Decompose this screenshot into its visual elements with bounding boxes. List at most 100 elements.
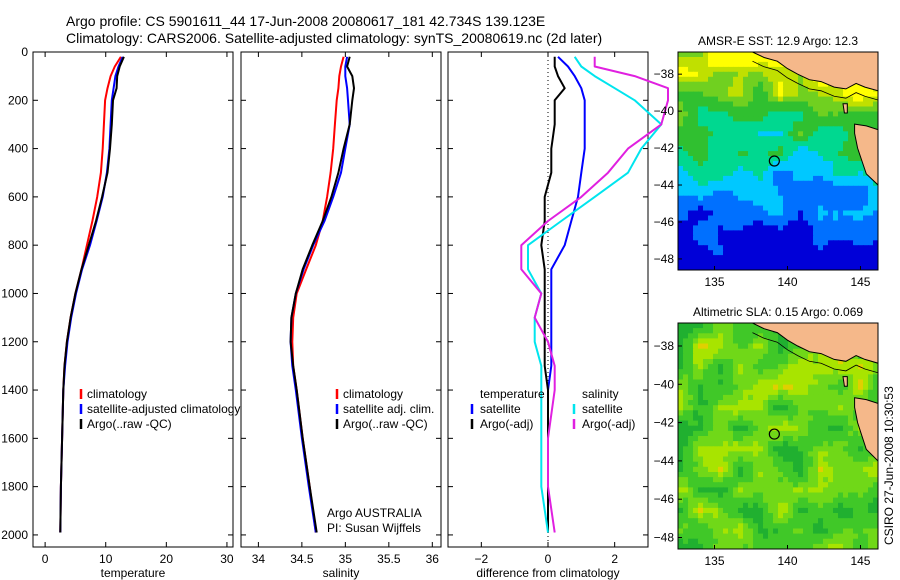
- map-cell: [743, 131, 749, 137]
- map-cell: [708, 451, 714, 458]
- map-cell: [743, 405, 749, 411]
- map-cell: [753, 513, 759, 519]
- map-cell: [698, 190, 704, 197]
- map-cell: [798, 492, 804, 499]
- map-cell: [848, 131, 854, 137]
- map-cell: [748, 513, 754, 519]
- land-mainland: [750, 323, 878, 364]
- map-cell: [693, 166, 699, 172]
- map-cell: [773, 472, 779, 478]
- map-cell: [818, 96, 824, 103]
- map-cell: [728, 364, 734, 370]
- map-cell: [723, 131, 729, 137]
- map-cell: [788, 161, 794, 167]
- map-cell: [808, 466, 814, 473]
- map-cell: [773, 255, 779, 261]
- map-cell: [783, 543, 789, 549]
- map-cell: [683, 225, 689, 231]
- map-cell: [788, 533, 794, 540]
- map-cell: [733, 543, 739, 549]
- map-cell: [808, 405, 814, 411]
- map-cell: [798, 131, 804, 137]
- map-cell: [733, 161, 739, 167]
- x-tick-label: 34: [252, 552, 266, 566]
- map-cell: [848, 230, 854, 236]
- map-cell: [853, 477, 859, 483]
- map-cell: [848, 359, 854, 365]
- map-cell: [738, 441, 744, 447]
- map-cell: [678, 245, 684, 251]
- map-cell: [678, 482, 684, 488]
- map-cell: [683, 106, 689, 113]
- map-cell: [758, 260, 764, 266]
- series-line-black: [289, 56, 355, 533]
- map-cell: [758, 425, 764, 432]
- map-cell: [728, 225, 734, 231]
- map-cell: [688, 260, 694, 266]
- map-cell: [753, 343, 759, 350]
- map-cell: [758, 141, 764, 147]
- map-cell: [803, 146, 809, 152]
- map-cell: [848, 210, 854, 217]
- map-cell: [798, 91, 804, 98]
- map-cell: [813, 131, 819, 137]
- map-cell: [698, 101, 704, 108]
- map-cell: [798, 175, 804, 182]
- map-cell: [703, 359, 709, 365]
- map-cell: [713, 333, 719, 339]
- map-cell: [723, 86, 729, 93]
- map-cell: [813, 96, 819, 103]
- map-cell: [778, 430, 784, 437]
- map-cell: [843, 215, 849, 222]
- map-cell: [778, 364, 784, 370]
- map-cell: [823, 487, 829, 494]
- map-cell: [798, 180, 804, 187]
- map-cell: [738, 156, 744, 162]
- map-cell: [818, 513, 824, 519]
- map-cell: [828, 166, 834, 172]
- map-cell: [693, 225, 699, 231]
- map-cell: [738, 175, 744, 182]
- map-cell: [723, 425, 729, 432]
- map-cell: [788, 200, 794, 207]
- map-cell: [828, 420, 834, 427]
- map-cell: [813, 215, 819, 222]
- map-cell: [788, 420, 794, 427]
- map-cell: [678, 161, 684, 167]
- map-cell: [733, 220, 739, 227]
- map-cell: [743, 126, 749, 132]
- map-cell: [693, 205, 699, 212]
- map-cell: [858, 170, 864, 177]
- map-cell: [808, 185, 814, 192]
- map-cell: [873, 265, 878, 270]
- map-cell: [753, 161, 759, 167]
- series-line-cyan: [527, 56, 663, 533]
- map-cell: [678, 220, 684, 227]
- map-cell: [768, 136, 774, 142]
- map-cell: [838, 265, 844, 270]
- map-cell: [773, 359, 779, 365]
- map-cell: [693, 415, 699, 422]
- map-cell: [818, 185, 824, 192]
- map-cell: [748, 410, 754, 416]
- map-cell: [693, 76, 699, 83]
- map-cell: [853, 146, 859, 152]
- map-cell: [718, 260, 724, 266]
- map-cell: [778, 136, 784, 142]
- map-cell: [803, 507, 809, 514]
- map-cell: [748, 415, 754, 422]
- map-cell: [703, 225, 709, 231]
- map-cell: [753, 415, 759, 422]
- map-cell: [773, 215, 779, 222]
- map-cell: [768, 180, 774, 187]
- map-cell: [723, 180, 729, 187]
- map-cell: [838, 456, 844, 463]
- y-tick-label: −44: [654, 454, 675, 468]
- map-cell: [698, 472, 704, 478]
- map-cell: [803, 359, 809, 365]
- map-cell: [723, 210, 729, 217]
- map-cell: [868, 456, 874, 463]
- map-cell: [873, 240, 878, 246]
- map-cell: [848, 533, 854, 540]
- map-cell: [698, 338, 704, 345]
